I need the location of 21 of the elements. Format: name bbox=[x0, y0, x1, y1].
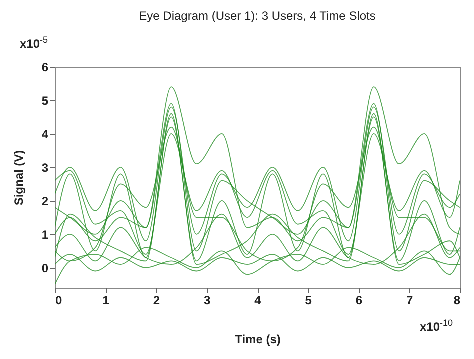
y-tick-label: 2 bbox=[42, 194, 49, 208]
y-tick-label: 1 bbox=[42, 228, 49, 242]
x-tick-label: 0 bbox=[56, 294, 62, 308]
chart-title: Eye Diagram (User 1): 3 Users, 4 Time Slots bbox=[139, 9, 376, 23]
y-tick-label: 5 bbox=[42, 94, 49, 108]
x-tick-label: 5 bbox=[305, 294, 312, 308]
text: x10$^{-5}$ bbox=[20, 35, 48, 51]
x-tick-label: 2 bbox=[153, 294, 160, 308]
y-tick-label: 3 bbox=[42, 160, 49, 175]
x-axis-title: Time (s) bbox=[235, 332, 281, 346]
x-tick-label: 6 bbox=[356, 294, 363, 308]
y-tick-label: 4 bbox=[42, 127, 49, 142]
text: x10$^{-10}$ bbox=[420, 318, 454, 334]
x-tick-label: 8 bbox=[454, 294, 461, 308]
x-tick-label: 7 bbox=[406, 294, 414, 308]
x-tick-label: 4 bbox=[254, 294, 262, 308]
y-axis-title: Signal (V) bbox=[12, 150, 26, 206]
x-tick-label: 1 bbox=[102, 294, 110, 308]
x-tick-label: 3 bbox=[204, 294, 212, 308]
y-tick-label: 6 bbox=[42, 60, 49, 74]
y-tick-label: 0 bbox=[42, 261, 49, 276]
